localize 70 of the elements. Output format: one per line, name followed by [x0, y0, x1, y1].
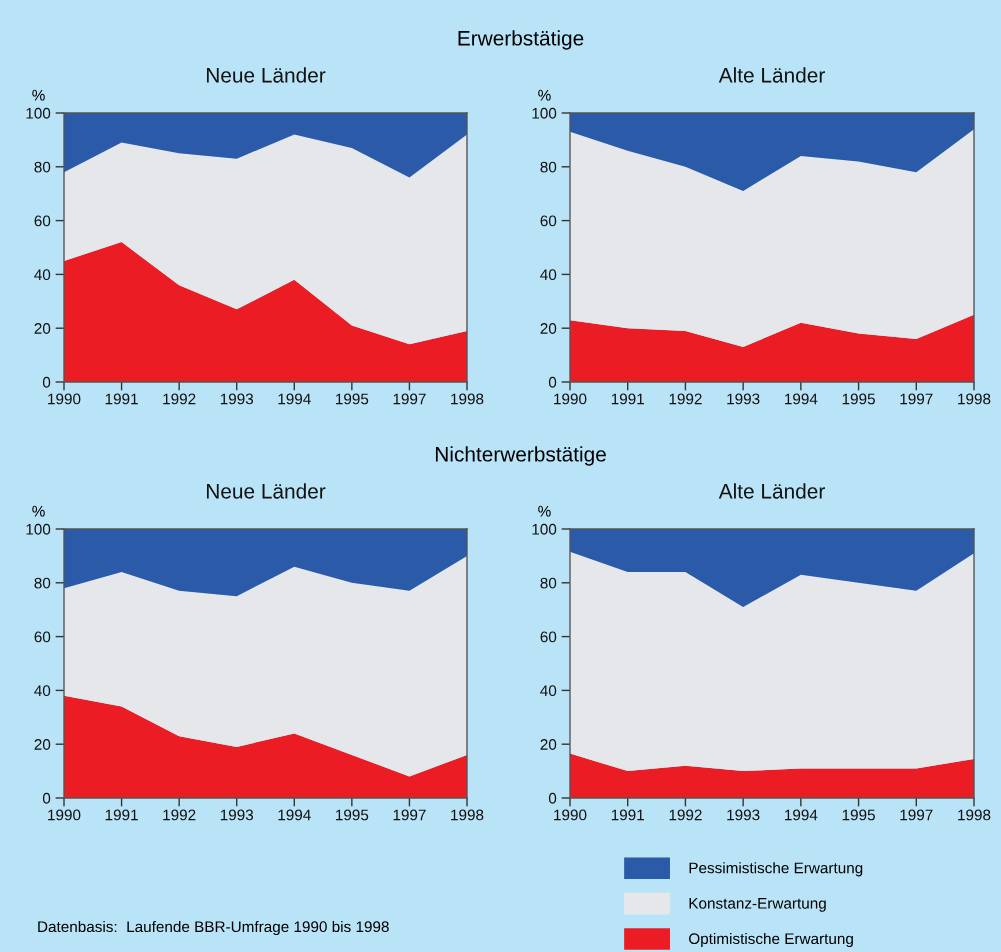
x-tick-label: 1995: [842, 809, 875, 821]
x-tick-label: 1993: [220, 809, 254, 821]
chart-title: Alte Länder: [718, 67, 825, 83]
y-tick-label: 80: [34, 161, 51, 173]
x-tick-label: 1993: [727, 393, 760, 405]
x-tick-label: 1994: [278, 809, 311, 821]
y-tick-label: 100: [26, 107, 51, 119]
x-tick-label: 1993: [220, 393, 254, 405]
y-tick-label: 20: [34, 323, 51, 334]
y-axis-title: %: [32, 89, 45, 101]
y-tick-label: 0: [42, 792, 51, 804]
y-tick-label: 40: [540, 269, 557, 281]
x-tick-label: 1990: [554, 809, 587, 821]
x-tick-label: 1994: [278, 393, 311, 405]
x-tick-label: 1993: [727, 809, 760, 821]
x-tick-label: 1995: [336, 393, 369, 405]
y-tick-label: 60: [34, 215, 51, 227]
x-tick-label: 1994: [785, 809, 818, 821]
x-tick-label: 1992: [669, 393, 702, 405]
y-tick-label: 20: [540, 323, 557, 334]
x-tick-label: 1992: [163, 809, 196, 821]
chart-title: Neue Länder: [206, 483, 326, 499]
y-tick-label: 100: [26, 523, 51, 535]
x-tick-label: 1990: [554, 393, 587, 405]
y-axis-title: %: [538, 505, 551, 517]
x-tick-label: 1991: [611, 393, 644, 405]
y-axis-title: %: [32, 505, 45, 517]
x-tick-label: 1990: [48, 809, 81, 821]
y-axis-title: %: [538, 89, 551, 101]
legend-label: Pessimistische Erwartung: [689, 862, 863, 877]
x-tick-label: 1991: [611, 809, 644, 821]
x-tick-label: 1998: [451, 809, 484, 821]
x-tick-label: 1991: [105, 393, 138, 405]
x-tick-label: 1998: [451, 393, 484, 405]
y-tick-label: 80: [34, 577, 51, 589]
y-tick-label: 60: [540, 631, 557, 643]
y-tick-label: 40: [34, 685, 51, 697]
y-tick-label: 0: [548, 792, 557, 804]
text: Datenbasis: Laufende BBR-Umfrage 1990 bis 1998: [38, 920, 389, 936]
x-tick-label: 1997: [393, 809, 426, 821]
x-tick-label: 1992: [163, 393, 196, 405]
x-tick-label: 1990: [48, 393, 81, 405]
y-tick-label: 0: [548, 376, 557, 388]
text: Nichterwerbstätige: [435, 446, 606, 466]
y-tick-label: 100: [532, 523, 557, 535]
legend-label: Optimistische Erwartung: [689, 932, 853, 948]
y-tick-label: 80: [540, 577, 557, 589]
chart-title: Alte Länder: [718, 483, 825, 499]
y-tick-label: 0: [42, 376, 51, 388]
x-tick-label: 1995: [336, 809, 369, 821]
legend-label: Konstanz-Erwartung: [689, 898, 826, 912]
x-tick-label: 1998: [958, 393, 991, 405]
y-tick-label: 20: [540, 739, 557, 750]
chart-title: Neue Länder: [206, 67, 326, 83]
y-tick-label: 100: [532, 107, 557, 119]
x-tick-label: 1994: [785, 393, 818, 405]
x-tick-label: 1995: [842, 393, 875, 405]
y-tick-label: 20: [34, 739, 51, 750]
x-tick-label: 1992: [669, 809, 702, 821]
y-tick-label: 60: [540, 215, 557, 227]
x-tick-label: 1998: [958, 809, 991, 821]
x-tick-label: 1991: [105, 809, 138, 821]
y-tick-label: 60: [34, 631, 51, 643]
x-tick-label: 1997: [393, 393, 426, 405]
y-tick-label: 40: [34, 269, 51, 281]
x-tick-label: 1997: [900, 393, 933, 405]
text: Erwerbstätige: [458, 30, 584, 50]
y-tick-label: 40: [540, 685, 557, 697]
y-tick-label: 80: [540, 161, 557, 173]
x-tick-label: 1997: [900, 809, 933, 821]
